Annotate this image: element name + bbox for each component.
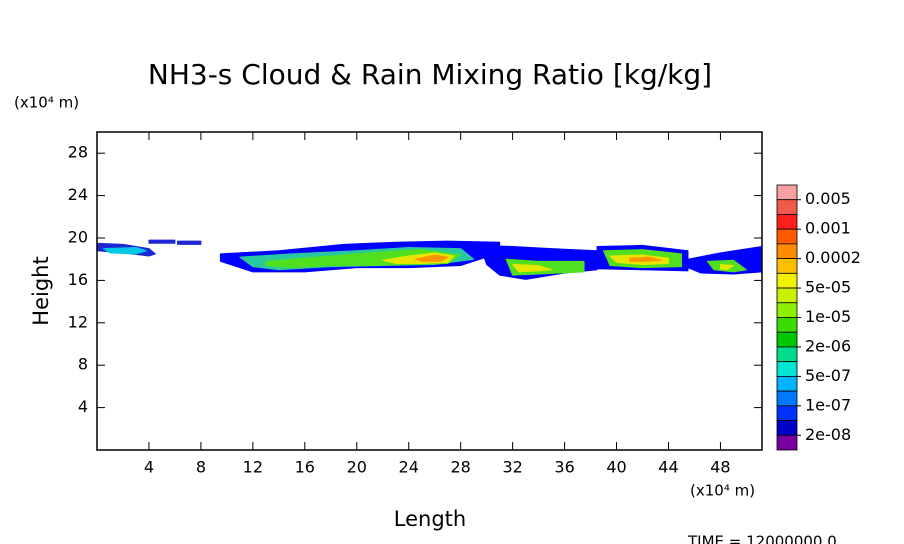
y-axis-label: Height [29, 256, 53, 325]
x-tick-label: 4 [144, 458, 154, 477]
x-tick-label: 32 [502, 458, 522, 477]
x-tick-label: 40 [606, 458, 626, 477]
colorbar-box [776, 405, 798, 421]
colorbar-box [776, 199, 798, 215]
colorbar-box [776, 287, 798, 304]
contour-region [102, 247, 147, 255]
x-unit: (x10⁴ m) [690, 482, 755, 500]
y-tick-label: 20 [68, 228, 88, 247]
x-tick-label: 28 [450, 458, 470, 477]
colorbar-box [776, 331, 798, 348]
colorbar-label: 5e-05 [805, 278, 851, 297]
colorbar-box [776, 302, 798, 318]
x-tick-label: 48 [710, 458, 730, 477]
colorbar-label: 2e-06 [805, 336, 851, 355]
y-unit: (x10⁴ m) [14, 94, 79, 112]
x-tick-label: 24 [399, 458, 419, 477]
colorbar-box [776, 375, 798, 392]
x-tick-label: 12 [243, 458, 263, 477]
x-tick-label: 36 [554, 458, 574, 477]
x-tick-label: 16 [295, 458, 315, 477]
colorbar-box [776, 317, 798, 333]
chart-title: NH3-s Cloud & Rain Mixing Ratio [kg/kg] [148, 58, 712, 91]
colorbar-box [776, 258, 798, 274]
contour-region [512, 264, 553, 273]
x-tick-label: 8 [196, 458, 206, 477]
colorbar-box [776, 361, 798, 377]
plot-area [96, 239, 763, 280]
colorbar-box [776, 228, 798, 245]
frame [96, 131, 763, 451]
contour-region [177, 240, 202, 245]
y-tick-label: 8 [78, 355, 88, 374]
colorbar-box [776, 420, 798, 436]
x-tick-label: 44 [658, 458, 678, 477]
colorbar-box [776, 184, 798, 201]
footer: TIME = 12000000.0 [687, 533, 837, 544]
y-tick-label: 16 [68, 270, 88, 289]
colorbar-box [776, 390, 798, 407]
y-tick-label: 28 [68, 143, 88, 162]
colorbar-box [776, 434, 798, 451]
contour-region [719, 264, 734, 271]
colorbar-label: 0.0002 [805, 248, 861, 267]
colorbar-box [776, 272, 798, 289]
contour-region [414, 254, 449, 262]
contour-region [629, 256, 663, 262]
colorbar-box [776, 346, 798, 363]
colorbar-label: 0.005 [805, 189, 851, 208]
contour-region [148, 239, 176, 244]
colorbar-label: 1e-05 [805, 307, 851, 326]
colorbar-label: 1e-07 [805, 395, 851, 414]
colorbar-label: 2e-08 [805, 425, 851, 444]
colorbar-label: 5e-07 [805, 366, 851, 385]
colorbar-box [776, 243, 798, 260]
x-tick-label: 20 [347, 458, 367, 477]
y-tick-label: 4 [78, 397, 88, 416]
colorbar-box [776, 214, 798, 230]
colorbar-label: 0.001 [805, 219, 851, 238]
y-tick-label: 12 [68, 312, 88, 331]
x-axis-label: Length [394, 507, 466, 531]
y-tick-label: 24 [68, 185, 88, 204]
